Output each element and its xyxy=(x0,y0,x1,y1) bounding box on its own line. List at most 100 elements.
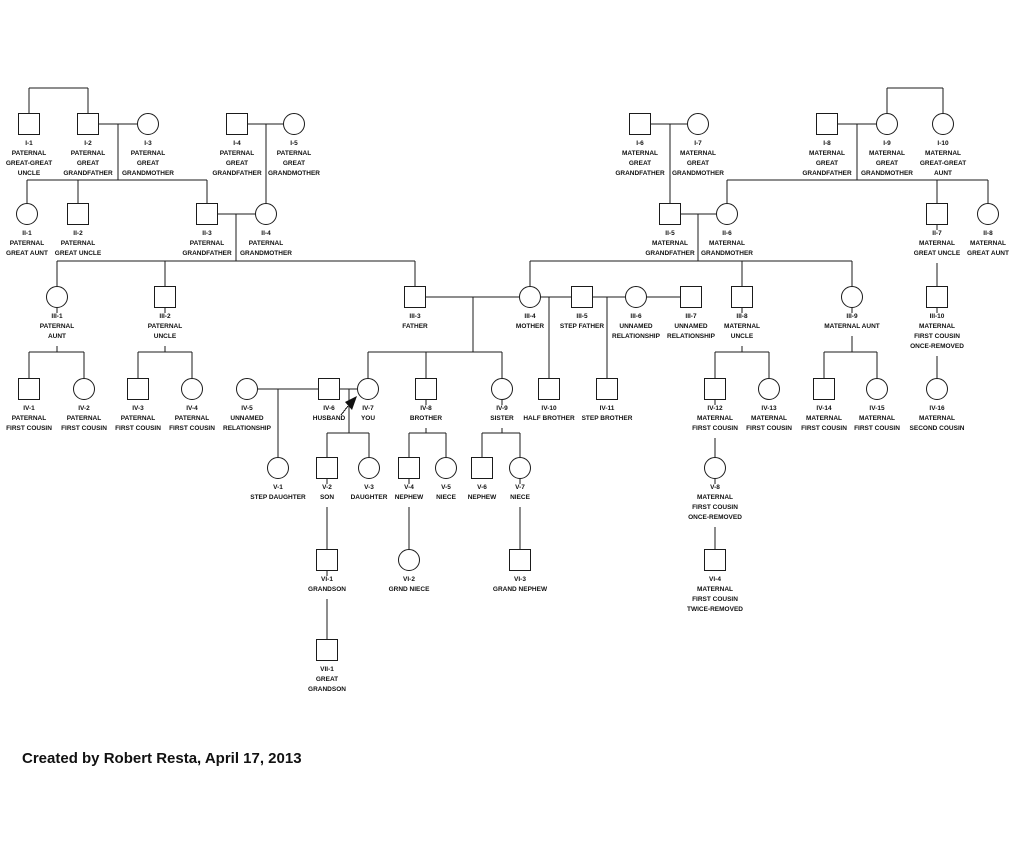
person-label: IV-6 HUSBAND xyxy=(312,405,346,422)
female-symbol xyxy=(16,203,38,225)
female-symbol xyxy=(926,378,948,400)
person-label: I-4 PATERNAL GREAT GRANDFATHER xyxy=(212,140,262,177)
person-label: I-2 PATERNAL GREAT GRANDFATHER xyxy=(63,140,113,177)
person-label: IV-8 BROTHER xyxy=(409,405,443,422)
male-symbol xyxy=(127,378,149,400)
person-label: II-8 MATERNAL GREAT AUNT xyxy=(967,230,1009,257)
person-label: III-2 PATERNAL UNCLE xyxy=(147,313,183,340)
person-label: II-3 PATERNAL GRANDFATHER xyxy=(182,230,232,257)
female-symbol xyxy=(876,113,898,135)
person-label: IV-14 MATERNAL FIRST COUSIN xyxy=(801,405,847,432)
person-label: IV-4 PATERNAL FIRST COUSIN xyxy=(169,405,215,432)
person-label: I-8 MATERNAL GREAT GRANDFATHER xyxy=(802,140,852,177)
male-symbol xyxy=(67,203,89,225)
female-symbol xyxy=(435,457,457,479)
male-symbol xyxy=(629,113,651,135)
male-symbol xyxy=(538,378,560,400)
female-symbol xyxy=(236,378,258,400)
male-symbol xyxy=(816,113,838,135)
person-label: III-5 STEP FATHER xyxy=(559,313,605,330)
person-label: V-4 NEPHEW xyxy=(394,484,424,501)
female-symbol xyxy=(491,378,513,400)
person-label: VI-1 GRANDSON xyxy=(308,576,346,593)
person-label: III-6 UNNAMED RELATIONSHIP xyxy=(612,313,660,340)
male-symbol xyxy=(659,203,681,225)
person-label: II-2 PATERNAL GREAT UNCLE xyxy=(54,230,102,257)
person-label: V-3 DAUGHTER xyxy=(350,484,388,501)
male-symbol xyxy=(471,457,493,479)
person-label: V-6 NEPHEW xyxy=(467,484,497,501)
female-symbol xyxy=(519,286,541,308)
person-label: III-1 PATERNAL AUNT xyxy=(39,313,75,340)
female-symbol xyxy=(255,203,277,225)
male-symbol xyxy=(154,286,176,308)
person-label: I-10 MATERNAL GREAT-GREAT AUNT xyxy=(919,140,967,177)
person-label: IV-3 PATERNAL FIRST COUSIN xyxy=(115,405,161,432)
female-symbol xyxy=(716,203,738,225)
person-label: IV-2 PATERNAL FIRST COUSIN xyxy=(61,405,107,432)
male-symbol xyxy=(926,203,948,225)
person-label: IV-9 SISTER xyxy=(490,405,514,422)
male-symbol xyxy=(680,286,702,308)
person-label: V-1 STEP DAUGHTER xyxy=(250,484,306,501)
female-symbol xyxy=(509,457,531,479)
person-label: VII-1 GREAT GRANDSON xyxy=(308,666,346,693)
male-symbol xyxy=(571,286,593,308)
person-label: IV-12 MATERNAL FIRST COUSIN xyxy=(692,405,738,432)
female-symbol xyxy=(181,378,203,400)
person-label: II-4 PATERNAL GRANDMOTHER xyxy=(240,230,292,257)
person-label: IV-1 PATERNAL FIRST COUSIN xyxy=(6,405,52,432)
male-symbol xyxy=(509,549,531,571)
male-symbol xyxy=(316,639,338,661)
person-label: V-2 SON xyxy=(319,484,335,501)
male-symbol xyxy=(18,113,40,135)
female-symbol xyxy=(687,113,709,135)
proband-arrow-tail xyxy=(340,405,349,416)
person-label: III-8 MATERNAL UNCLE xyxy=(724,313,760,340)
male-symbol xyxy=(404,286,426,308)
male-symbol xyxy=(318,378,340,400)
female-symbol xyxy=(625,286,647,308)
male-symbol xyxy=(704,378,726,400)
female-symbol xyxy=(866,378,888,400)
female-symbol xyxy=(137,113,159,135)
male-symbol xyxy=(77,113,99,135)
female-symbol xyxy=(267,457,289,479)
male-symbol xyxy=(226,113,248,135)
female-symbol xyxy=(977,203,999,225)
male-symbol xyxy=(813,378,835,400)
female-symbol xyxy=(358,457,380,479)
male-symbol xyxy=(596,378,618,400)
male-symbol xyxy=(18,378,40,400)
person-label: VI-3 GRAND NEPHEW xyxy=(492,576,548,593)
person-label: I-5 PATERNAL GREAT GRANDMOTHER xyxy=(268,140,320,177)
proband-arrow-icon xyxy=(345,396,357,410)
female-symbol xyxy=(73,378,95,400)
male-symbol xyxy=(316,549,338,571)
female-symbol xyxy=(283,113,305,135)
female-symbol xyxy=(704,457,726,479)
male-symbol xyxy=(196,203,218,225)
person-label: IV-11 STEP BROTHER xyxy=(581,405,633,422)
person-label: II-6 MATERNAL GRANDMOTHER xyxy=(701,230,753,257)
male-symbol xyxy=(704,549,726,571)
person-label: III-10 MATERNAL FIRST COUSIN ONCE-REMOVED xyxy=(910,313,964,350)
male-symbol xyxy=(316,457,338,479)
person-label: II-5 MATERNAL GRANDFATHER xyxy=(645,230,695,257)
person-label: III-4 MOTHER xyxy=(515,313,545,330)
person-label: IV-13 MATERNAL FIRST COUSIN xyxy=(746,405,792,432)
female-symbol xyxy=(841,286,863,308)
male-symbol xyxy=(415,378,437,400)
person-label: IV-5 UNNAMED RELATIONSHIP xyxy=(223,405,271,432)
person-label: III-3 FATHER xyxy=(402,313,428,330)
person-label: III-7 UNNAMED RELATIONSHIP xyxy=(667,313,715,340)
person-label: III-9 MATERNAL AUNT xyxy=(824,313,880,330)
person-label: I-3 PATERNAL GREAT GRANDMOTHER xyxy=(122,140,174,177)
person-label: II-1 PATERNAL GREAT AUNT xyxy=(6,230,48,257)
female-symbol xyxy=(398,549,420,571)
person-label: I-1 PATERNAL GREAT-GREAT UNCLE xyxy=(5,140,53,177)
person-label: I-9 MATERNAL GREAT GRANDMOTHER xyxy=(861,140,913,177)
footer-credit: Created by Robert Resta, April 17, 2013 xyxy=(22,750,302,767)
